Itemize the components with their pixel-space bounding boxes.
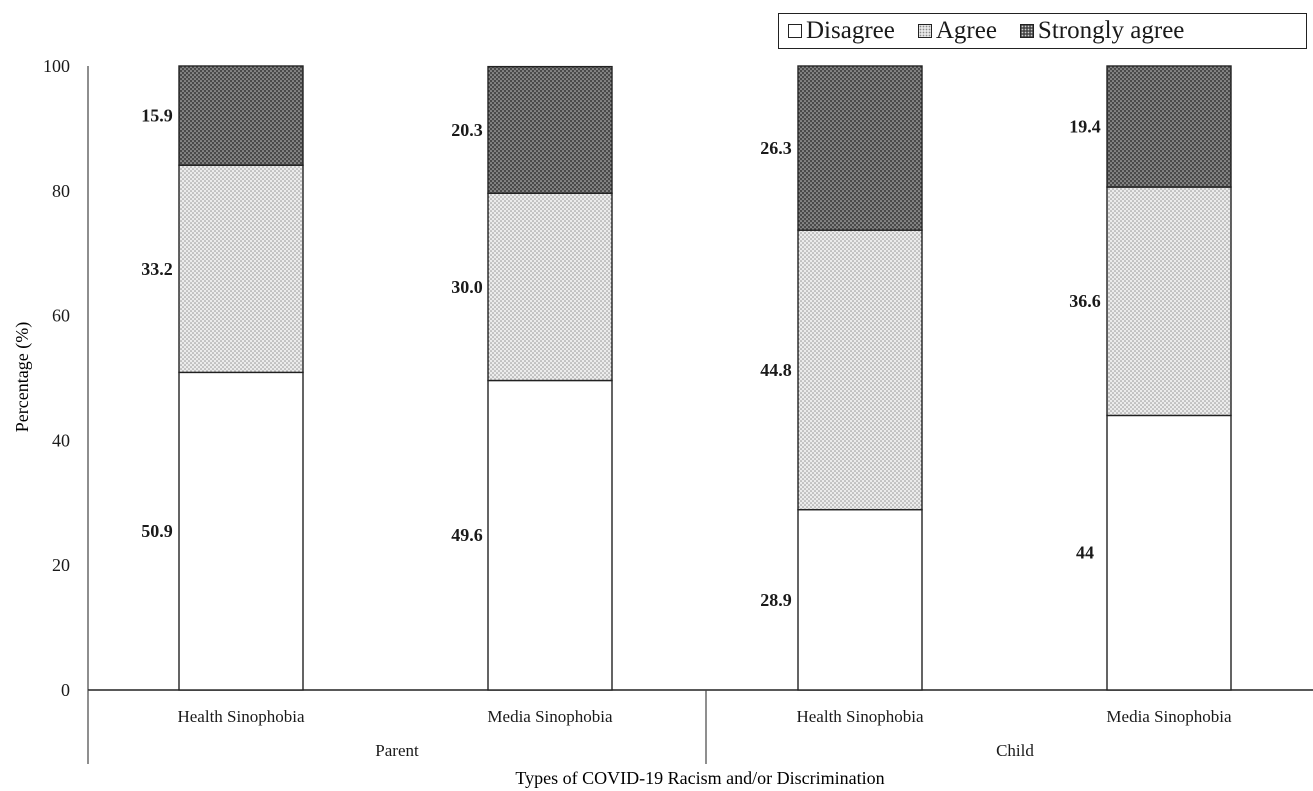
data-label-agree: 33.2 [141, 259, 173, 279]
bar-segment-strongly-agree [1106, 65, 1232, 188]
bar-segment-strongly-agree [487, 65, 613, 194]
data-label-disagree: 50.9 [141, 521, 173, 541]
bar-segment-disagree [178, 371, 304, 691]
data-label-disagree: 28.9 [760, 590, 792, 610]
y-tick-label: 60 [52, 306, 70, 326]
bar-segment-agree [487, 192, 613, 382]
data-label-disagree: 49.6 [451, 525, 483, 545]
x-tick-label: Health Sinophobia [177, 707, 304, 726]
legend-item-strongly-agree: Strongly agree [1019, 17, 1185, 45]
y-tick-label: 80 [52, 181, 70, 201]
y-axis-title: Percentage (%) [12, 322, 33, 432]
legend-swatch-disagree [788, 24, 802, 38]
legend-swatch-strongly-agree [1019, 24, 1034, 38]
y-tick-label: 20 [52, 555, 70, 575]
bar-segment-disagree [797, 508, 923, 691]
legend-swatch-agree [917, 24, 932, 38]
bar-segment-agree [797, 229, 923, 511]
bars [178, 65, 1232, 691]
y-tick-label: 40 [52, 430, 70, 450]
bar-segment-strongly-agree [178, 65, 304, 166]
data-label-agree: 36.6 [1069, 291, 1101, 311]
x-axis-title: Types of COVID-19 Racism and/or Discrimi… [515, 768, 884, 788]
group-label: Parent [375, 741, 419, 760]
data-labels: 50.9 33.2 15.9 49.6 30.0 20.3 28.9 44.8 26.3 44 36… [141, 106, 1101, 610]
data-label-strongly-agree: 20.3 [451, 120, 483, 140]
bar-segment-strongly-agree [797, 65, 923, 231]
bar-segment-agree [1106, 186, 1232, 417]
bar-segment-disagree [487, 379, 613, 691]
legend-item-agree: Agree [917, 17, 997, 45]
data-label-strongly-agree: 19.4 [1069, 117, 1101, 137]
data-label-disagree: 44 [1076, 543, 1094, 563]
x-tick-label: Media Sinophobia [487, 707, 613, 726]
legend-label-strongly-agree: Strongly agree [1037, 17, 1185, 44]
data-label-strongly-agree: 15.9 [141, 106, 173, 126]
x-tick-label: Media Sinophobia [1106, 707, 1232, 726]
bar-segment-disagree [1106, 414, 1232, 691]
y-tick-label: 100 [43, 56, 70, 76]
legend-label-disagree: Disagree [806, 17, 895, 44]
legend-label-agree: Agree [935, 17, 997, 44]
group-label: Child [996, 741, 1034, 760]
legend-item-disagree: Disagree [788, 17, 895, 45]
bar-segment-agree [178, 164, 304, 374]
chart-legend: Disagree Agree Strongly agree [778, 13, 1307, 49]
y-tick-label: 0 [61, 680, 70, 700]
data-label-strongly-agree: 26.3 [760, 138, 792, 158]
data-label-agree: 44.8 [760, 360, 792, 380]
data-label-agree: 30.0 [451, 277, 483, 297]
x-tick-label: Health Sinophobia [796, 707, 923, 726]
